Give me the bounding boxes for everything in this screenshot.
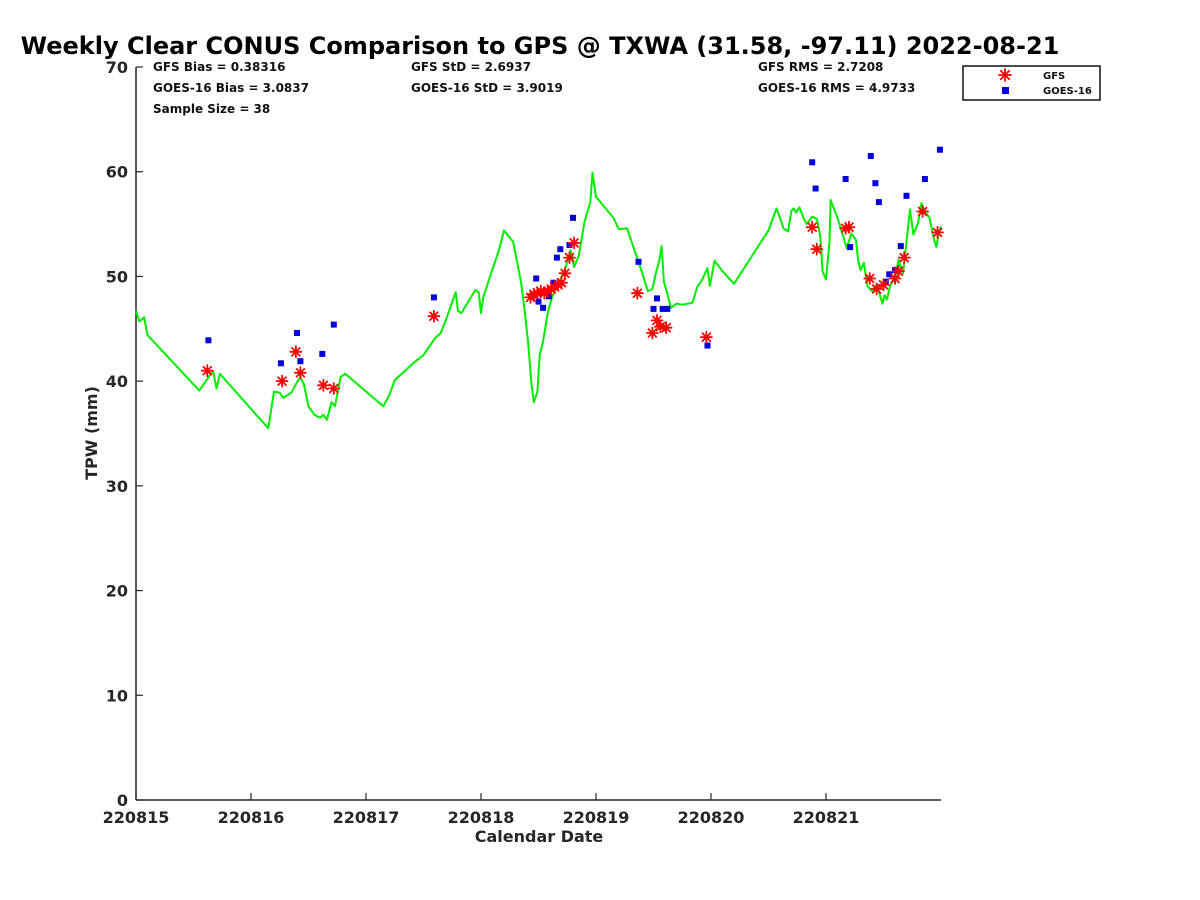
goes-point xyxy=(545,293,552,300)
gfs-point xyxy=(877,278,890,292)
y-tick-label: 30 xyxy=(106,477,128,496)
goes-point xyxy=(897,243,904,250)
gfs-point xyxy=(805,220,819,234)
goes-point xyxy=(297,358,304,365)
gfs-point xyxy=(293,366,307,380)
legend-goes-label: GOES-16 xyxy=(1043,86,1092,97)
goes-point xyxy=(867,153,874,159)
gfs-point xyxy=(327,382,341,395)
x-tick-label: 220817 xyxy=(333,808,400,827)
data-series xyxy=(135,146,944,430)
stat-goes-rms: GOES-16 RMS = 4.9733 xyxy=(758,81,915,95)
gfs-point xyxy=(646,326,659,340)
x-tick-label: 220818 xyxy=(448,808,515,827)
x-tick-label: 220819 xyxy=(563,808,630,827)
goes-point xyxy=(704,342,711,349)
y-tick-label: 20 xyxy=(106,582,128,601)
stat-sample-size: Sample Size = 38 xyxy=(153,102,270,116)
goes-point xyxy=(570,214,576,221)
axes: 0 10 20 30 40 50 60 70 220815 220816 220817 220818 2… xyxy=(103,58,941,827)
gps-tpw-line xyxy=(135,171,942,430)
gfs-point xyxy=(892,264,905,278)
gfs-point xyxy=(659,321,673,335)
gfs-point xyxy=(700,330,713,344)
goes-point xyxy=(277,360,284,367)
goes-point xyxy=(650,305,657,312)
legend-goes-marker xyxy=(1002,87,1009,94)
y-axis-label: TPW (mm) xyxy=(82,386,101,480)
gfs-point xyxy=(563,251,576,265)
goes-point xyxy=(566,242,573,248)
gfs-point xyxy=(842,220,856,234)
x-axis-label: Calendar Date xyxy=(475,827,604,846)
goes-point xyxy=(809,159,816,166)
gfs-point xyxy=(916,205,929,218)
goes-point xyxy=(892,267,898,274)
gfs-point xyxy=(275,374,289,388)
goes-point xyxy=(553,254,560,261)
goes-point xyxy=(875,199,882,206)
goes-point xyxy=(557,246,564,253)
goes-point xyxy=(635,258,642,265)
goes-point xyxy=(430,294,437,301)
y-tick-label: 70 xyxy=(106,58,128,77)
goes-point xyxy=(550,279,557,286)
gfs-point xyxy=(200,364,214,378)
goes-point xyxy=(535,298,542,305)
x-tick-label: 220815 xyxy=(103,808,170,827)
gfs-point xyxy=(863,272,877,285)
goes-point xyxy=(921,176,928,182)
stat-goes-std: GOES-16 StD = 3.9019 xyxy=(411,81,563,95)
stat-gfs-rms: GFS RMS = 2.7208 xyxy=(758,60,883,74)
x-tick-label: 220821 xyxy=(793,808,860,827)
y-tick-label: 40 xyxy=(106,372,128,391)
goes-point xyxy=(533,275,540,282)
x-tick-label: 220816 xyxy=(218,808,285,827)
stat-gfs-bias: GFS Bias = 0.38316 xyxy=(153,60,285,74)
goes-point xyxy=(654,295,660,302)
goes-point xyxy=(205,337,212,344)
gfs-legend-star xyxy=(998,68,1012,82)
goes-point xyxy=(664,305,671,312)
goes-point xyxy=(540,304,547,311)
goes-point xyxy=(319,350,326,357)
legend: GFS GOES-16 xyxy=(962,65,1101,101)
gfs-point xyxy=(931,225,944,239)
goes-point xyxy=(812,185,819,192)
goes-point xyxy=(294,330,300,336)
gfs-point xyxy=(289,345,303,359)
legend-gfs-marker xyxy=(998,68,1012,82)
gfs-point xyxy=(810,242,824,256)
y-tick-label: 60 xyxy=(106,163,128,182)
goes-point xyxy=(936,146,943,153)
goes-point xyxy=(842,176,849,182)
gfs-point xyxy=(555,276,568,290)
gfs-point xyxy=(897,251,911,265)
legend-gfs-label: GFS xyxy=(1043,71,1065,82)
gfs-point xyxy=(631,286,644,300)
chart-title: Weekly Clear CONUS Comparison to GPS @ T… xyxy=(21,32,1060,60)
stat-gfs-std: GFS StD = 2.6937 xyxy=(411,60,531,74)
goes-point xyxy=(847,244,854,251)
goes-point xyxy=(872,180,879,187)
y-tick-label: 0 xyxy=(117,791,128,810)
gfs-point xyxy=(870,282,883,296)
goes-point xyxy=(330,321,337,328)
gfs-point xyxy=(316,378,330,392)
stat-goes-bias: GOES-16 Bias = 3.0837 xyxy=(153,81,309,95)
goes-point xyxy=(659,305,666,312)
gfs-point xyxy=(558,266,572,280)
x-tick-label: 220820 xyxy=(678,808,745,827)
y-tick-label: 50 xyxy=(106,267,128,286)
gfs-point xyxy=(567,236,581,250)
gfs-point xyxy=(427,309,441,323)
goes-point xyxy=(886,271,893,278)
legend-box xyxy=(962,65,1101,101)
goes-point xyxy=(903,192,910,199)
y-tick-label: 10 xyxy=(106,686,128,705)
